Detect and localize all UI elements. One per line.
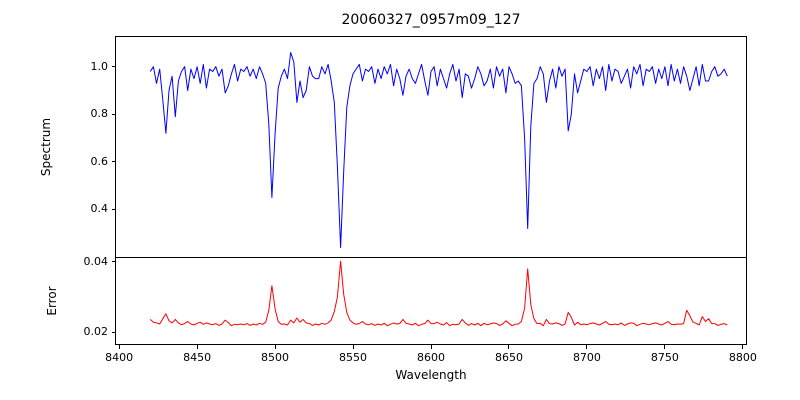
x-tick-mark: [586, 345, 588, 349]
y-tick-mark: [112, 261, 116, 263]
x-tick-mark: [664, 345, 666, 349]
chart-title: 20060327_0957m09_127: [341, 12, 521, 28]
x-tick-mark: [352, 345, 354, 349]
y-tick-label: 1.0: [90, 59, 109, 73]
x-tick-mark: [196, 345, 198, 349]
x-axis-label: Wavelength: [395, 368, 467, 382]
x-tick-label: 8400: [105, 351, 134, 364]
error-panel: [115, 257, 747, 345]
y-tick-label: 0.02: [83, 325, 109, 339]
x-tick-mark: [742, 345, 744, 349]
x-tick-mark: [274, 345, 276, 349]
y-tick-label: 0.04: [83, 254, 109, 268]
y-tick-mark: [112, 113, 116, 115]
x-tick-mark: [118, 345, 120, 349]
spectrum-panel: [115, 36, 747, 258]
x-tick-label: 8650: [494, 351, 523, 364]
spectrum-axis-label: Spectrum: [39, 117, 53, 177]
x-tick-label: 8600: [417, 351, 445, 364]
x-tick-label: 8450: [183, 351, 212, 364]
x-tick-label: 8800: [728, 351, 757, 364]
x-tick-label: 8500: [261, 351, 290, 364]
x-tick-label: 8550: [339, 351, 368, 364]
x-tick-label: 8700: [572, 351, 601, 364]
y-tick-label: 0.6: [90, 154, 109, 168]
spectrum-line-plot: [149, 52, 728, 248]
x-tick-mark: [508, 345, 510, 349]
y-tick-label: 0.4: [90, 202, 109, 216]
y-tick-label: 0.8: [90, 107, 109, 121]
y-tick-mark: [112, 331, 116, 333]
error-axis-label: Error: [45, 286, 59, 316]
y-tick-mark: [112, 161, 116, 163]
y-tick-mark: [112, 66, 116, 68]
x-tick-mark: [430, 345, 432, 349]
error-line-plot: [149, 260, 728, 327]
y-tick-mark: [112, 208, 116, 210]
x-tick-label: 8750: [650, 351, 679, 364]
